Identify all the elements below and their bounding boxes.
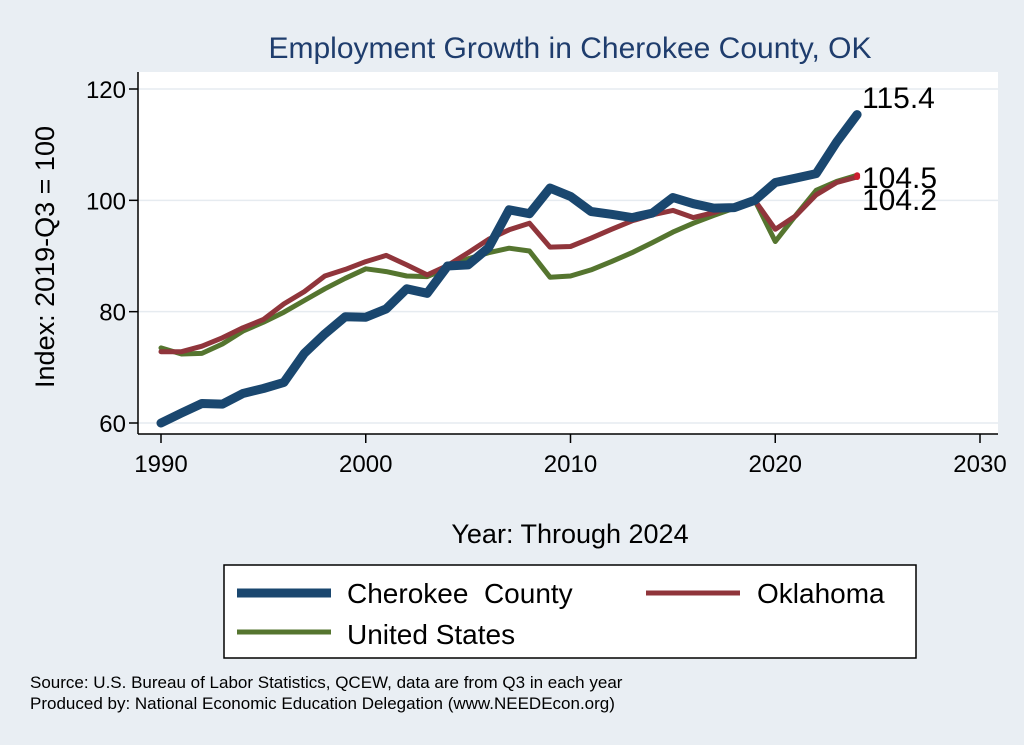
- y-tick-label-60: 60: [99, 411, 126, 438]
- x-axis-label: Year: Through 2024: [451, 519, 688, 549]
- axes: 60 80 100 120 1990 2000 2010 2020 2030: [86, 72, 1007, 478]
- y-tick-label-100: 100: [86, 188, 126, 215]
- legend-label-united-states: United States: [347, 619, 515, 650]
- legend-label-oklahoma: Oklahoma: [757, 578, 885, 609]
- chart-title: Employment Growth in Cherokee County, OK: [268, 32, 871, 65]
- y-tick-label-120: 120: [86, 77, 126, 104]
- y-tick-label-80: 80: [99, 300, 126, 327]
- x-tick-label-2030: 2030: [953, 451, 1006, 478]
- legend: Cherokee County Oklahoma United States: [223, 564, 917, 659]
- end-label-oklahoma: 104.2: [862, 184, 937, 217]
- legend-box: [223, 564, 917, 659]
- series-end-point-oklahoma: [854, 173, 861, 180]
- x-tick-label-2020: 2020: [749, 451, 802, 478]
- legend-label-cherokee-county: Cherokee County: [347, 578, 573, 609]
- producer-note: Produced by: National Economic Education…: [30, 694, 615, 713]
- plot-area: [138, 72, 998, 434]
- end-label-united-states: 104.5: [862, 162, 937, 195]
- x-tick-label-1990: 1990: [134, 451, 187, 478]
- y-axis-label: Index: 2019-Q3 = 100: [30, 126, 60, 388]
- x-tick-label-2000: 2000: [339, 451, 392, 478]
- source-note: Source: U.S. Bureau of Labor Statistics,…: [30, 673, 623, 692]
- series-lines: [156, 110, 862, 428]
- series-end-point-cherokee-county: [853, 110, 862, 119]
- series-line-cherokee-county: [156, 110, 862, 428]
- x-tick-label-2010: 2010: [544, 451, 597, 478]
- end-label-cherokee-county: 115.4: [862, 82, 935, 115]
